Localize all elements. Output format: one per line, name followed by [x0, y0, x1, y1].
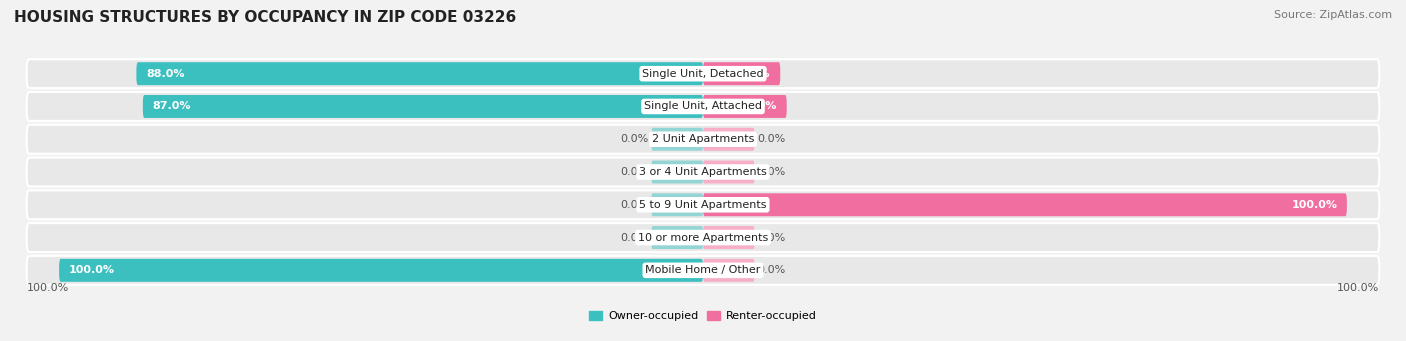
Text: 0.0%: 0.0%: [758, 134, 786, 144]
Text: HOUSING STRUCTURES BY OCCUPANCY IN ZIP CODE 03226: HOUSING STRUCTURES BY OCCUPANCY IN ZIP C…: [14, 10, 516, 25]
FancyBboxPatch shape: [703, 161, 755, 183]
FancyBboxPatch shape: [651, 128, 703, 151]
Text: 5 to 9 Unit Apartments: 5 to 9 Unit Apartments: [640, 200, 766, 210]
Text: Source: ZipAtlas.com: Source: ZipAtlas.com: [1274, 10, 1392, 20]
FancyBboxPatch shape: [703, 62, 780, 85]
FancyBboxPatch shape: [27, 190, 1379, 219]
Text: 0.0%: 0.0%: [620, 233, 648, 242]
Text: 10 or more Apartments: 10 or more Apartments: [638, 233, 768, 242]
FancyBboxPatch shape: [703, 95, 787, 118]
FancyBboxPatch shape: [27, 223, 1379, 252]
Text: 100.0%: 100.0%: [1337, 283, 1379, 293]
FancyBboxPatch shape: [27, 59, 1379, 88]
Text: 13.0%: 13.0%: [738, 102, 778, 112]
Text: 87.0%: 87.0%: [152, 102, 191, 112]
FancyBboxPatch shape: [27, 125, 1379, 154]
Legend: Owner-occupied, Renter-occupied: Owner-occupied, Renter-occupied: [585, 306, 821, 326]
Text: 0.0%: 0.0%: [620, 134, 648, 144]
FancyBboxPatch shape: [59, 259, 703, 282]
Text: 0.0%: 0.0%: [620, 200, 648, 210]
Text: 0.0%: 0.0%: [758, 167, 786, 177]
FancyBboxPatch shape: [703, 128, 755, 151]
FancyBboxPatch shape: [143, 95, 703, 118]
FancyBboxPatch shape: [703, 259, 755, 282]
FancyBboxPatch shape: [27, 92, 1379, 121]
Text: Single Unit, Detached: Single Unit, Detached: [643, 69, 763, 79]
Text: 2 Unit Apartments: 2 Unit Apartments: [652, 134, 754, 144]
Text: 0.0%: 0.0%: [620, 167, 648, 177]
Text: 12.0%: 12.0%: [733, 69, 770, 79]
FancyBboxPatch shape: [27, 256, 1379, 285]
Text: 100.0%: 100.0%: [1291, 200, 1337, 210]
FancyBboxPatch shape: [703, 226, 755, 249]
FancyBboxPatch shape: [651, 226, 703, 249]
FancyBboxPatch shape: [136, 62, 703, 85]
Text: Single Unit, Attached: Single Unit, Attached: [644, 102, 762, 112]
FancyBboxPatch shape: [651, 193, 703, 216]
FancyBboxPatch shape: [703, 193, 1347, 216]
Text: 0.0%: 0.0%: [758, 233, 786, 242]
Text: 100.0%: 100.0%: [69, 265, 115, 275]
FancyBboxPatch shape: [27, 158, 1379, 187]
Text: 3 or 4 Unit Apartments: 3 or 4 Unit Apartments: [640, 167, 766, 177]
Text: 0.0%: 0.0%: [758, 265, 786, 275]
Text: 100.0%: 100.0%: [27, 283, 69, 293]
Text: Mobile Home / Other: Mobile Home / Other: [645, 265, 761, 275]
FancyBboxPatch shape: [651, 161, 703, 183]
Text: 88.0%: 88.0%: [146, 69, 184, 79]
